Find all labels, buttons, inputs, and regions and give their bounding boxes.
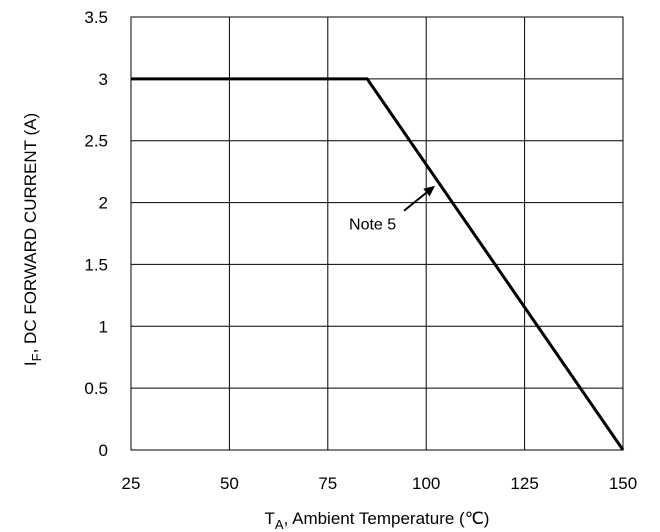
y-tick-label: 0.5 [84, 379, 108, 398]
series-line [131, 77, 625, 451]
x-tick-label: 75 [318, 474, 337, 493]
y-tick-label: 1 [99, 317, 108, 336]
annotation-arrow [403, 191, 428, 212]
y-tick-label: 1.5 [84, 255, 108, 274]
y-axis-title-rest: , DC FORWARD CURRENT (A) [21, 113, 40, 354]
annotation-label: Note 5 [349, 217, 396, 234]
y-tick-label: 3.5 [84, 8, 108, 27]
x-tick-label: 50 [220, 474, 239, 493]
x-tick-label: 100 [412, 474, 440, 493]
x-axis-title-main: T [265, 509, 275, 528]
x-tick-label: 25 [122, 474, 141, 493]
x-axis-title-subscript: A [275, 517, 284, 532]
y-tick-label: 2.5 [84, 132, 108, 151]
y-tick-label: 2 [99, 194, 108, 213]
x-tick-label: 125 [510, 474, 538, 493]
annotation-arrowhead [423, 185, 436, 197]
y-tick-labels: 0 0.5 1 1.5 2 2.5 3 3.5 [84, 8, 108, 460]
y-tick-label: 0 [99, 441, 108, 460]
y-tick-label: 3 [99, 70, 108, 89]
note-annotation: Note 5 [349, 185, 436, 234]
x-axis-title-rest: , Ambient Temperature (℃) [284, 509, 490, 528]
x-tick-labels: 25 50 75 100 125 150 [122, 474, 638, 493]
y-axis-title-main: I [21, 361, 40, 366]
y-axis-title: IF, DC FORWARD CURRENT (A) [21, 113, 44, 366]
y-axis-title-subscript: F [29, 353, 44, 361]
plot-frame [130, 16, 624, 451]
x-tick-label: 150 [609, 474, 637, 493]
x-axis-title: TA, Ambient Temperature (℃) [265, 509, 490, 532]
